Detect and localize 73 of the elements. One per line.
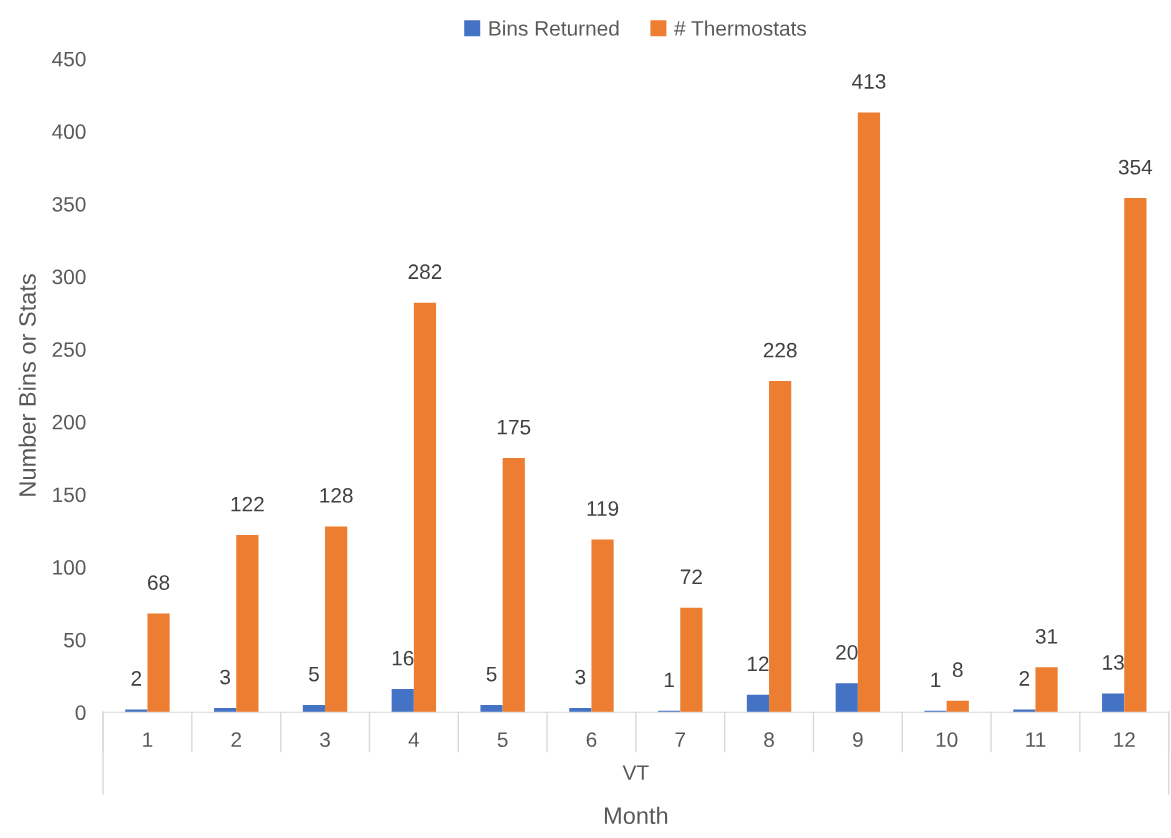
bar xyxy=(391,689,414,713)
data-label: 175 xyxy=(497,420,531,435)
x-tick-label: 6 xyxy=(586,732,597,748)
bar xyxy=(746,694,770,713)
data-label: 354 xyxy=(1118,159,1153,175)
data-label: 1 xyxy=(664,672,674,688)
bar xyxy=(1102,693,1125,713)
y-axis-title: Number Bins or Stats xyxy=(18,274,36,496)
bar xyxy=(680,607,703,713)
bar xyxy=(236,535,259,713)
data-label: 12 xyxy=(747,656,769,672)
y-tick-label: 400 xyxy=(52,124,86,140)
bar xyxy=(769,381,792,713)
bar xyxy=(147,613,170,713)
data-label: 2 xyxy=(1019,671,1030,686)
y-tick-label: 100 xyxy=(53,560,86,575)
x-tick-label: 10 xyxy=(936,732,958,748)
data-label: 16 xyxy=(392,650,414,666)
y-tick-label: 0 xyxy=(75,705,86,721)
data-label: 128 xyxy=(320,488,353,503)
bar xyxy=(1013,709,1036,713)
x-tick-label: 12 xyxy=(1114,732,1135,747)
data-label: 228 xyxy=(763,342,797,358)
data-label: 413 xyxy=(852,74,886,89)
bar xyxy=(302,705,326,713)
x-axis-title: Month xyxy=(604,806,668,825)
bar xyxy=(502,458,525,713)
x-tick-label: 5 xyxy=(497,732,508,748)
bar xyxy=(591,539,614,713)
data-label: 119 xyxy=(587,501,619,516)
y-tick-label: 250 xyxy=(52,342,86,357)
x-tick-label: 2 xyxy=(231,732,241,747)
x-tick-label: 9 xyxy=(853,732,863,748)
data-label: 13 xyxy=(1103,655,1124,670)
bar xyxy=(413,302,437,713)
x-tick-label: 1 xyxy=(143,732,153,747)
data-label: 3 xyxy=(220,669,231,685)
bar xyxy=(1035,667,1058,713)
x-tick-label: 4 xyxy=(408,732,420,747)
legend-label: Bins Returned xyxy=(489,20,619,36)
data-label: 8 xyxy=(952,662,963,678)
data-label: 3 xyxy=(575,669,586,685)
y-tick-label: 150 xyxy=(53,487,86,503)
bar xyxy=(1124,198,1147,713)
x-tick-label: 11 xyxy=(1026,732,1046,747)
x-tick-label: 8 xyxy=(764,732,774,748)
data-label: 122 xyxy=(231,496,264,512)
data-label: 68 xyxy=(148,575,170,590)
bar xyxy=(214,707,237,713)
y-tick-label: 300 xyxy=(52,269,86,285)
text: VT xyxy=(622,765,649,780)
bar xyxy=(835,683,858,713)
x-tick-label: 3 xyxy=(320,732,330,748)
y-tick-label: 450 xyxy=(52,51,86,67)
bar xyxy=(325,526,348,713)
data-label: 72 xyxy=(680,569,702,584)
y-tick-label: 50 xyxy=(64,632,86,648)
y-tick-label: 200 xyxy=(52,414,86,430)
bar xyxy=(857,112,881,713)
y-tick-label: 350 xyxy=(52,196,86,212)
data-label: 2 xyxy=(131,671,142,686)
data-label: 1 xyxy=(931,672,941,688)
data-label: 20 xyxy=(836,644,858,660)
bar xyxy=(946,700,969,713)
data-label: 282 xyxy=(408,264,442,280)
bar xyxy=(480,705,503,713)
data-label: 31 xyxy=(1035,628,1058,644)
bar xyxy=(125,709,148,713)
bar xyxy=(569,707,592,713)
legend-label: # Thermostats xyxy=(674,20,807,36)
data-label: 5 xyxy=(486,666,497,682)
x-tick-label: 7 xyxy=(675,732,685,747)
data-label: 5 xyxy=(308,666,319,682)
